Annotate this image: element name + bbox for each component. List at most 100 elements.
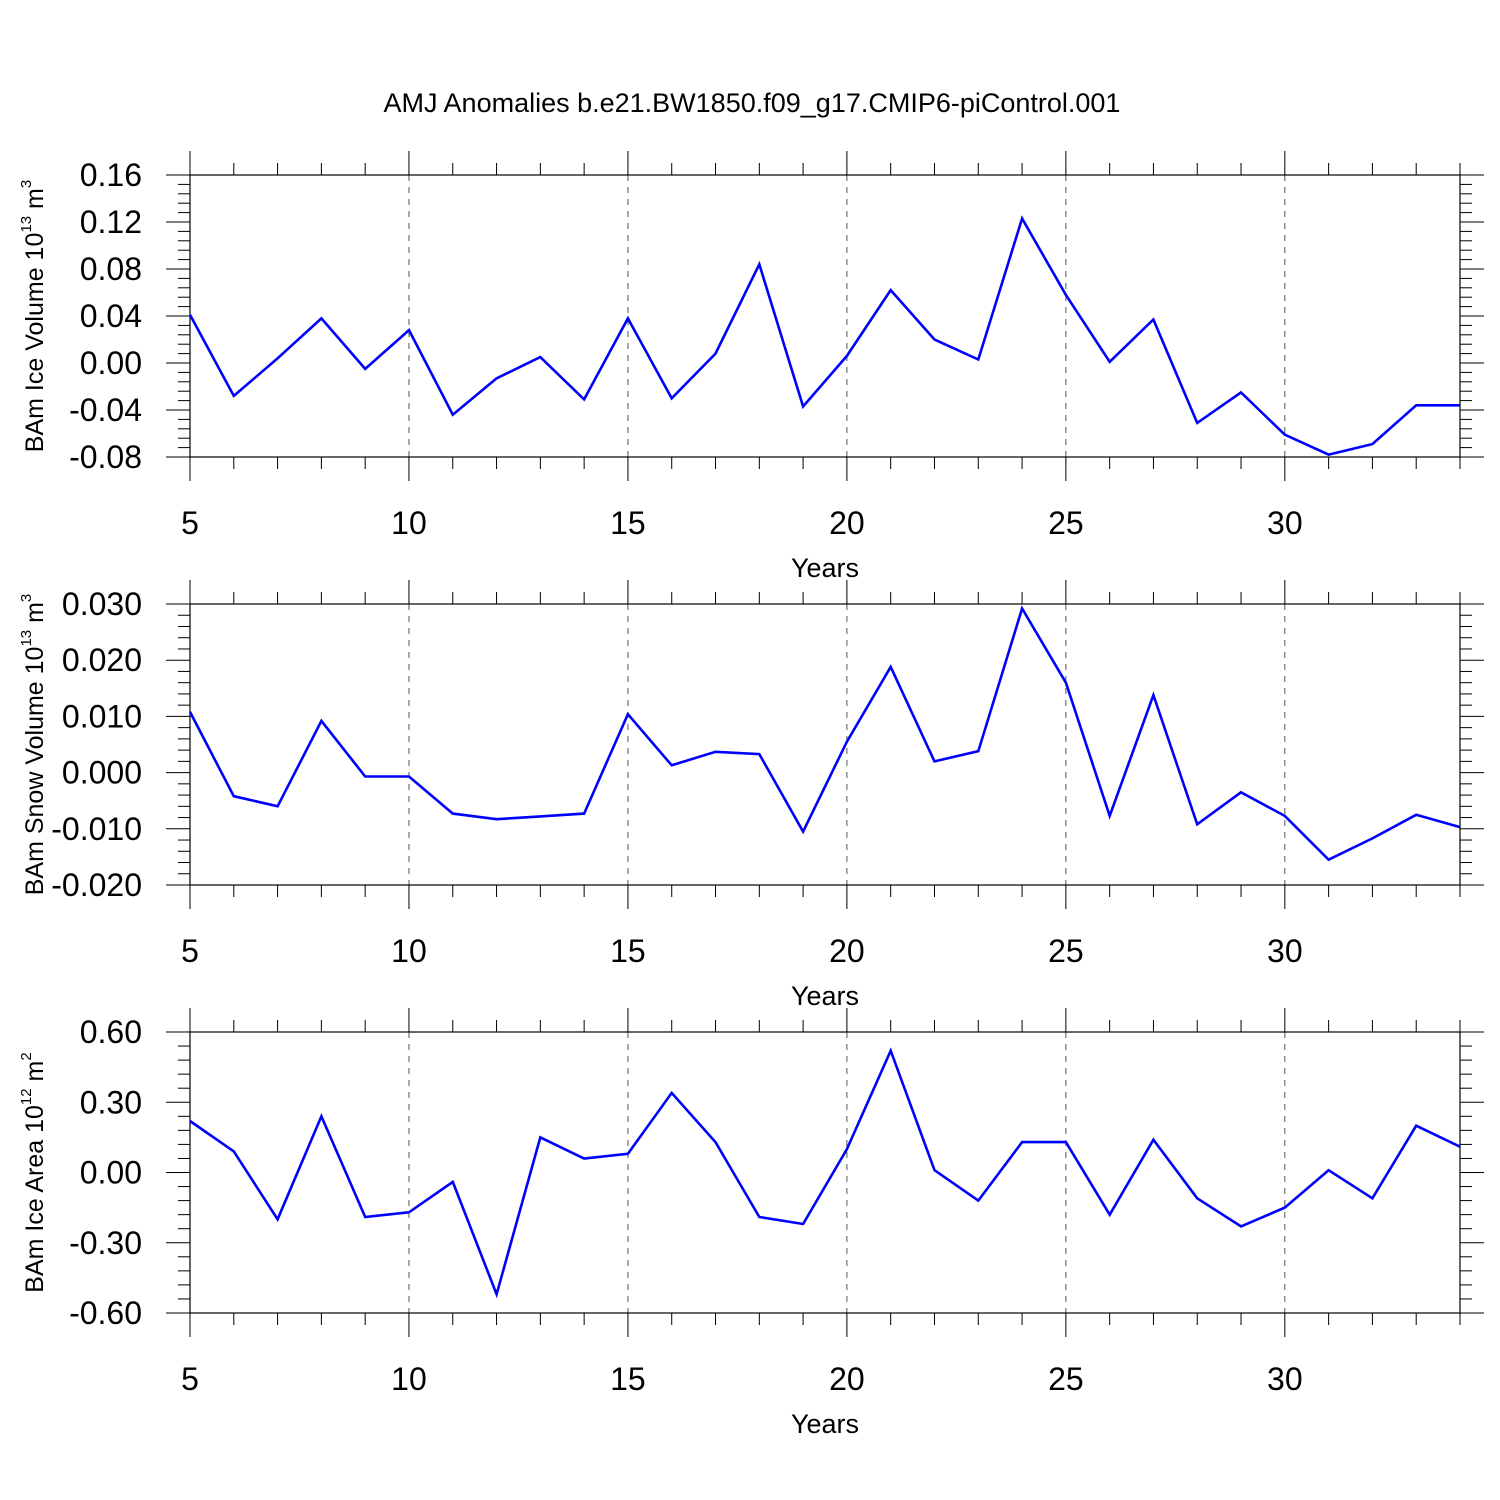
data-point xyxy=(407,328,411,332)
x-tick-label: 25 xyxy=(1048,505,1084,541)
x-tick-label: 10 xyxy=(391,505,427,541)
series-line xyxy=(188,215,1460,456)
y-tick-label: -0.30 xyxy=(69,1225,142,1261)
y-tick-label: -0.04 xyxy=(69,392,142,428)
data-point xyxy=(1414,1124,1418,1128)
data-point xyxy=(582,812,586,816)
data-point xyxy=(1020,1140,1024,1144)
data-point xyxy=(976,1199,980,1203)
y-tick-label: -0.60 xyxy=(69,1295,142,1331)
data-point xyxy=(451,812,455,816)
y-axis-label-text: BAm Snow Volume 10 xyxy=(21,647,49,896)
x-tick-label: 30 xyxy=(1267,505,1303,541)
data-point xyxy=(232,794,236,798)
data-point xyxy=(714,352,718,356)
y-tick-label: 0.030 xyxy=(62,586,142,622)
data-point xyxy=(1414,813,1418,817)
x-tick-label: 30 xyxy=(1267,1361,1303,1397)
data-point xyxy=(495,376,499,380)
data-point xyxy=(932,1168,936,1172)
data-point xyxy=(626,316,630,320)
data-point xyxy=(1195,822,1199,826)
x-tick-label: 5 xyxy=(181,505,199,541)
data-point xyxy=(1108,1213,1112,1217)
data-point xyxy=(976,749,980,753)
data-point xyxy=(276,804,280,808)
data-point xyxy=(801,404,805,408)
data-point xyxy=(188,710,192,714)
data-point xyxy=(1414,403,1418,407)
data-point xyxy=(451,413,455,417)
y-axis-label-text: BAm Ice Volume 10 xyxy=(21,233,49,453)
data-point xyxy=(319,316,323,320)
data-point xyxy=(801,830,805,834)
data-point xyxy=(1151,318,1155,322)
data-point xyxy=(276,356,280,360)
y-tick-label: 0.30 xyxy=(80,1084,142,1120)
y-axis-label: BAm Snow Volume 1013 m3 xyxy=(18,594,49,896)
data-point xyxy=(188,1119,192,1123)
data-point xyxy=(1458,825,1462,829)
y-tick-label: 0.16 xyxy=(80,157,142,193)
y-axis-label-unit-exponent: 3 xyxy=(18,180,35,188)
data-point xyxy=(1458,1145,1462,1149)
x-tick-label: 20 xyxy=(829,505,865,541)
x-axis-label: Years xyxy=(791,553,859,583)
data-point xyxy=(188,313,192,317)
y-tick-label: 0.010 xyxy=(62,698,142,734)
data-point xyxy=(932,759,936,763)
data-point xyxy=(976,357,980,361)
data-point xyxy=(1195,421,1199,425)
data-point xyxy=(889,288,893,292)
x-tick-label: 20 xyxy=(829,1361,865,1397)
snow-volume-panel: 5 10 15 20 25 30 -0.020 -0.010 0.000 0.010 0.020 0.… xyxy=(18,580,1484,1011)
x-tick-label: 5 xyxy=(181,933,199,969)
x-tick-label: 15 xyxy=(610,933,646,969)
data-point xyxy=(1283,433,1287,437)
x-tick-label: 15 xyxy=(610,1361,646,1397)
y-axis-label-unit: m xyxy=(21,188,49,216)
data-point xyxy=(670,763,674,767)
x-tick-label: 25 xyxy=(1048,1361,1084,1397)
data-point xyxy=(1327,453,1331,457)
plot-frame xyxy=(189,603,1461,886)
data-point xyxy=(626,712,630,716)
data-point xyxy=(451,1180,455,1184)
data-point xyxy=(1239,790,1243,794)
data-point xyxy=(319,719,323,723)
x-tick-label: 20 xyxy=(829,933,865,969)
data-point xyxy=(626,1152,630,1156)
data-point xyxy=(757,1215,761,1219)
data-point xyxy=(582,1156,586,1160)
y-tick-label: -0.08 xyxy=(69,439,142,475)
data-point xyxy=(1283,814,1287,818)
y-axis-label-exponent: 12 xyxy=(18,1088,35,1105)
data-point xyxy=(1370,1196,1374,1200)
x-tick-label: 5 xyxy=(181,1361,199,1397)
data-point xyxy=(1020,216,1024,220)
y-tick-label: 0.00 xyxy=(80,345,142,381)
data-point xyxy=(538,355,542,359)
x-axis-label: Years xyxy=(791,981,859,1011)
data-point xyxy=(1327,1168,1331,1172)
y-axis-label-unit-exponent: 3 xyxy=(18,594,35,602)
data-point xyxy=(757,262,761,266)
y-tick-label: 0.000 xyxy=(62,755,142,791)
data-point xyxy=(1064,681,1068,685)
data-point xyxy=(363,367,367,371)
y-tick-label: -0.010 xyxy=(51,811,142,847)
data-point xyxy=(670,1091,674,1095)
ice-volume-panel: 5 10 15 20 25 30 -0.08 -0.04 0.00 0.04 0.08 0.12 0.1… xyxy=(18,151,1484,583)
plot-frame xyxy=(189,1031,1461,1314)
data-point xyxy=(889,665,893,669)
data-point xyxy=(1064,1140,1068,1144)
data-point xyxy=(1108,360,1112,364)
y-axis-label-unit-exponent: 2 xyxy=(18,1052,35,1060)
data-point xyxy=(1458,403,1462,407)
y-axis-label-exponent: 13 xyxy=(18,216,35,233)
data-point xyxy=(1020,606,1024,610)
data-point xyxy=(1151,693,1155,697)
y-axis-label-exponent: 13 xyxy=(18,630,35,647)
data-point xyxy=(495,1292,499,1296)
data-point xyxy=(363,1215,367,1219)
